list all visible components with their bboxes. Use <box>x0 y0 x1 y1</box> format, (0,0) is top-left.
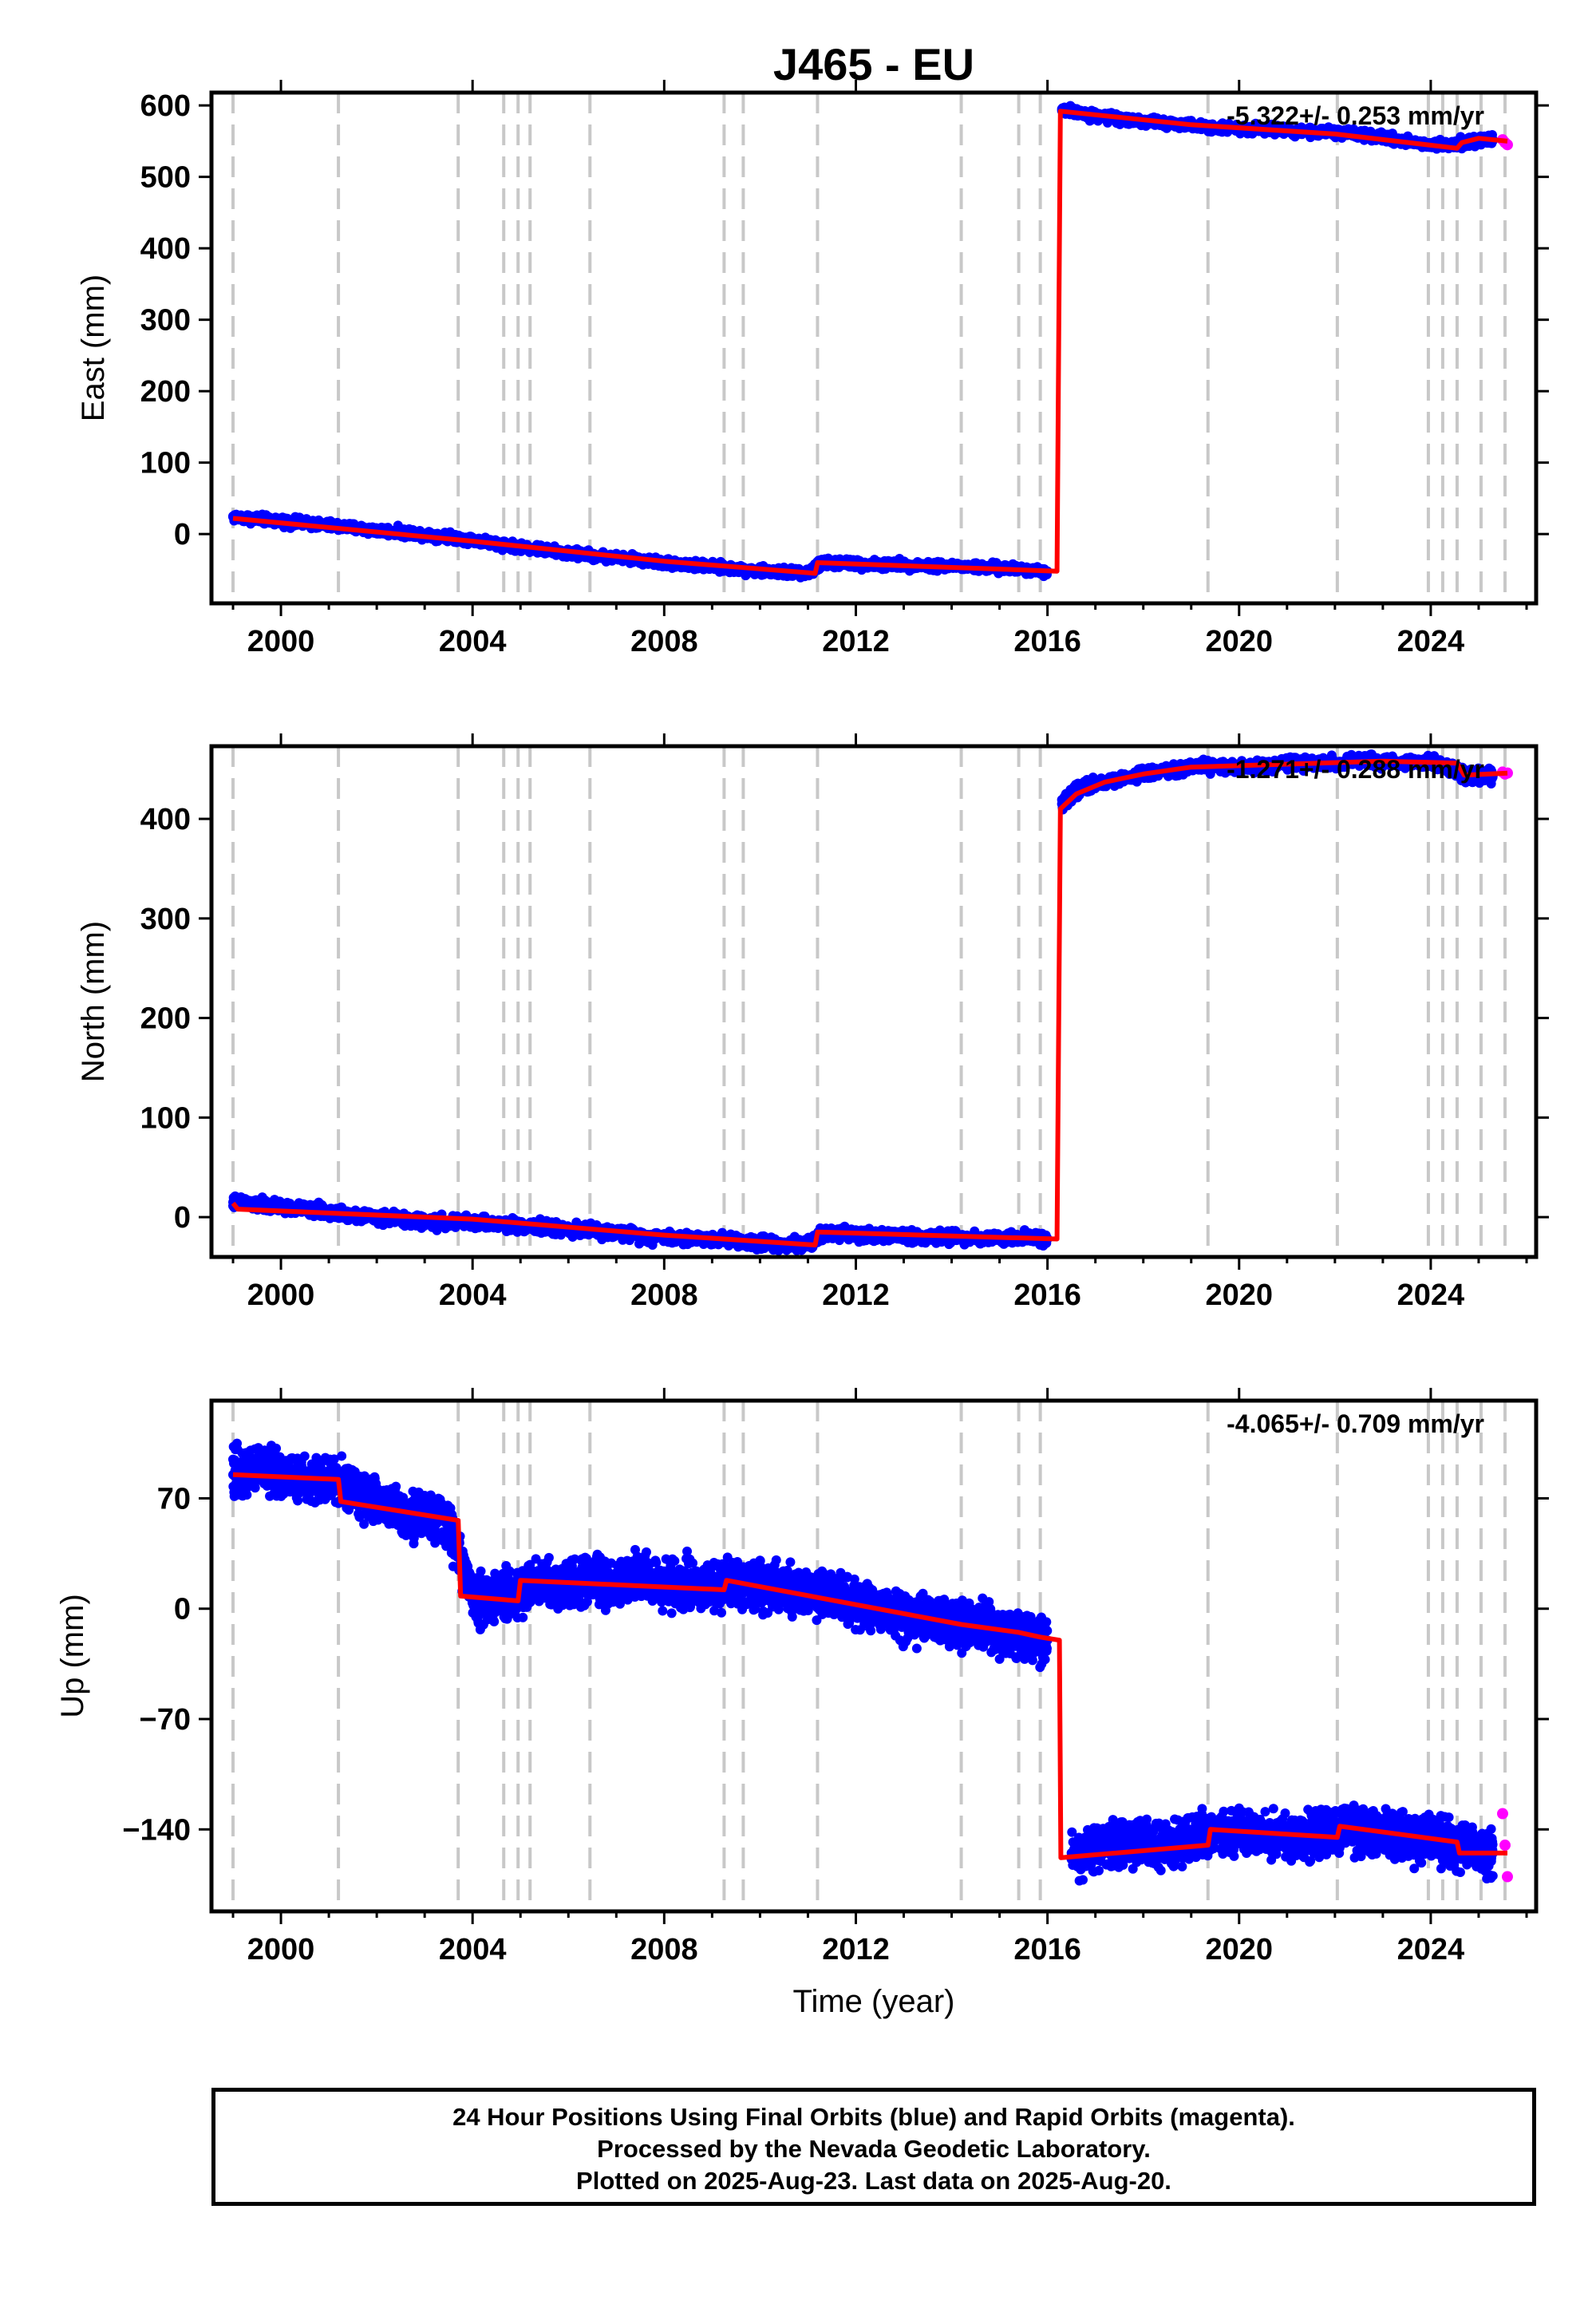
east-y-tick-label: 200 <box>140 375 191 409</box>
east-y-tick-label: 500 <box>140 161 191 195</box>
east-y-tick-label: 0 <box>174 518 191 551</box>
east-model-line <box>232 109 1508 576</box>
panels: 2000 2004 2008 2012 2016 2020 2024 0 100 200 300 40… <box>55 80 1549 2019</box>
east-x-tick-label: 2016 <box>1013 625 1081 658</box>
east-y-tick-label: 300 <box>140 304 191 338</box>
east-y-tick-label: 400 <box>140 232 191 266</box>
east-y-axis-label: East (mm) <box>76 275 111 421</box>
east-x-tick-label: 2000 <box>247 625 315 658</box>
north-panel: 2000 2004 2008 2012 2016 2020 2024010020030040… <box>76 733 1549 1312</box>
east-x-tick-label: 2024 <box>1397 625 1465 658</box>
east-y-tick-label: 600 <box>140 89 191 123</box>
east-final-points <box>228 101 1498 583</box>
east-panel: 2000 2004 2008 2012 2016 2020 2024 0 100 200 300 40… <box>76 80 1549 658</box>
east-x-tick-label: 2012 <box>822 625 890 658</box>
plot-title: J465 - EU <box>773 39 974 89</box>
east-x-tick-label: 2008 <box>630 625 698 658</box>
east-y-tick-label: 100 <box>140 447 191 480</box>
east-x-tick-label: 2020 <box>1206 625 1274 658</box>
north-final-points <box>228 749 1498 1255</box>
east-rate-label: -5.322+/- 0.253 mm/yr <box>1227 101 1484 130</box>
east-x-tick-label: 2004 <box>439 625 507 658</box>
